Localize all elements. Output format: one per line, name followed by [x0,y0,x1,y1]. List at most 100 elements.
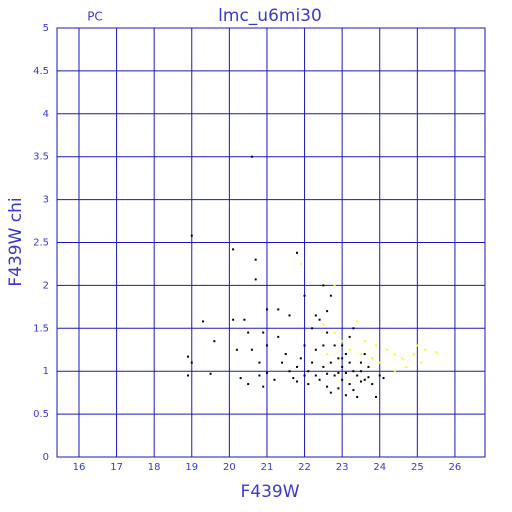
point [314,314,317,317]
point [280,361,283,364]
point [213,340,216,343]
point [341,340,344,343]
x-tick-label: 26 [449,462,462,473]
point [382,377,385,380]
point [307,383,310,386]
y-tick-label: 5 [43,23,49,34]
point [348,383,351,386]
x-tick-label: 24 [373,462,386,473]
point [311,361,314,364]
point [326,331,329,334]
point [273,378,276,381]
point [333,374,336,377]
point [348,348,351,351]
point [299,262,302,265]
point [329,294,332,297]
point [235,348,238,351]
point [277,335,280,338]
point [303,344,306,347]
point [359,370,362,373]
point [352,370,355,373]
point [326,353,329,356]
point [299,357,302,360]
point [367,376,370,379]
point [296,380,299,383]
point [423,348,426,351]
y-tick-label: 3 [43,195,49,206]
point [371,357,374,360]
point [352,389,355,392]
point [190,361,193,364]
point [262,385,265,388]
point [202,320,205,323]
point [326,310,329,313]
point [243,318,246,321]
y-tick-label: 0 [43,452,49,463]
x-tick-label: 17 [110,462,123,473]
x-tick-label: 18 [148,462,161,473]
point [348,335,351,338]
point [367,365,370,368]
point [341,357,344,360]
point [262,331,265,334]
y-tick-label: 3.5 [33,152,49,163]
x-tick-label: 22 [298,462,311,473]
point [288,314,291,317]
point [378,374,381,377]
point [265,308,268,311]
point [344,353,347,356]
point [341,378,344,381]
point [296,365,299,368]
point [247,383,250,386]
x-tick-label: 25 [411,462,424,473]
point [303,374,306,377]
point [292,377,295,380]
point [265,344,268,347]
point [326,372,329,375]
point [232,318,235,321]
point [352,327,355,330]
point [258,361,261,364]
point [341,344,344,347]
point [326,385,329,388]
point [190,234,193,237]
point [284,353,287,356]
point [420,361,423,364]
point [416,344,419,347]
x-tick-label: 21 [261,462,274,473]
point [258,374,261,377]
point [311,327,314,330]
point [337,371,340,374]
point [363,378,366,381]
point [247,331,250,334]
y-tick-label: 1 [43,366,49,377]
x-axis-label: F439W [240,482,299,502]
point [348,361,351,364]
point [333,344,336,347]
point [344,394,347,397]
point [322,365,325,368]
y-tick-label: 2 [43,280,49,291]
point [209,372,212,375]
point [232,248,235,251]
point [329,361,332,364]
point [277,308,280,311]
point [412,353,415,356]
point [344,371,347,374]
point [239,377,242,380]
point [254,278,257,281]
y-tick-label: 4 [43,109,49,120]
point [356,395,359,398]
y-tick-label: 2.5 [33,238,49,249]
point [250,155,253,158]
point [374,395,377,398]
chart-title: lmc_u6mi30 [218,6,322,26]
point [378,361,381,364]
point [401,357,404,360]
point [333,331,336,334]
x-tick-label: 16 [73,462,86,473]
point [386,348,389,351]
point [393,370,396,373]
point [265,371,268,374]
